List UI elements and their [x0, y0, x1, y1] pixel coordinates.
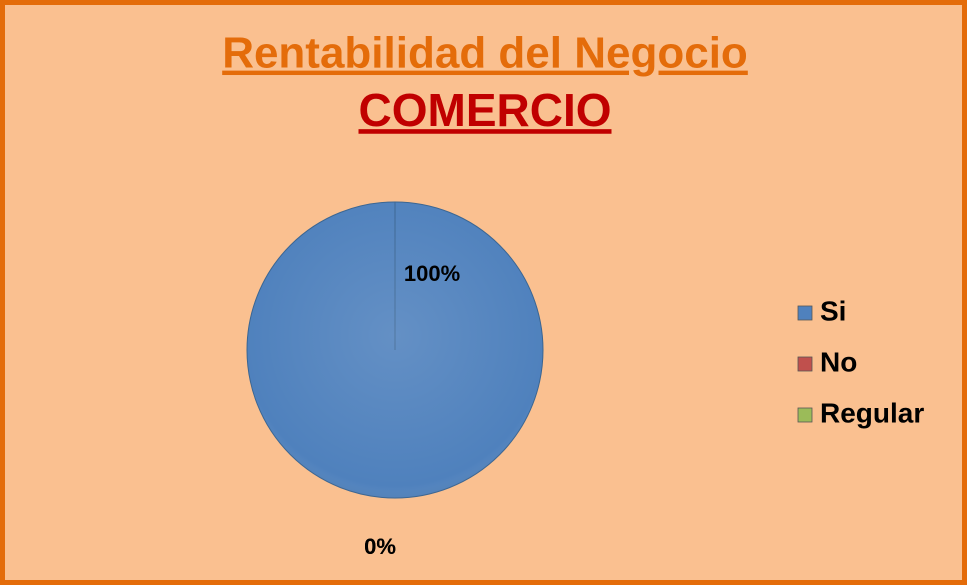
data-label: 0% — [364, 534, 396, 559]
legend-swatch — [797, 356, 813, 372]
data-label: 0% — [364, 534, 396, 559]
chart-title: Rentabilidad del Negocio — [222, 29, 748, 78]
legend-label: Regular — [820, 397, 924, 428]
data-label: 100% — [404, 261, 460, 286]
legend-swatch — [797, 305, 813, 321]
chart-subtitle: COMERCIO — [359, 84, 612, 136]
legend-swatch — [797, 407, 813, 423]
legend-label: No — [820, 346, 857, 377]
legend-label: Si — [820, 295, 846, 326]
